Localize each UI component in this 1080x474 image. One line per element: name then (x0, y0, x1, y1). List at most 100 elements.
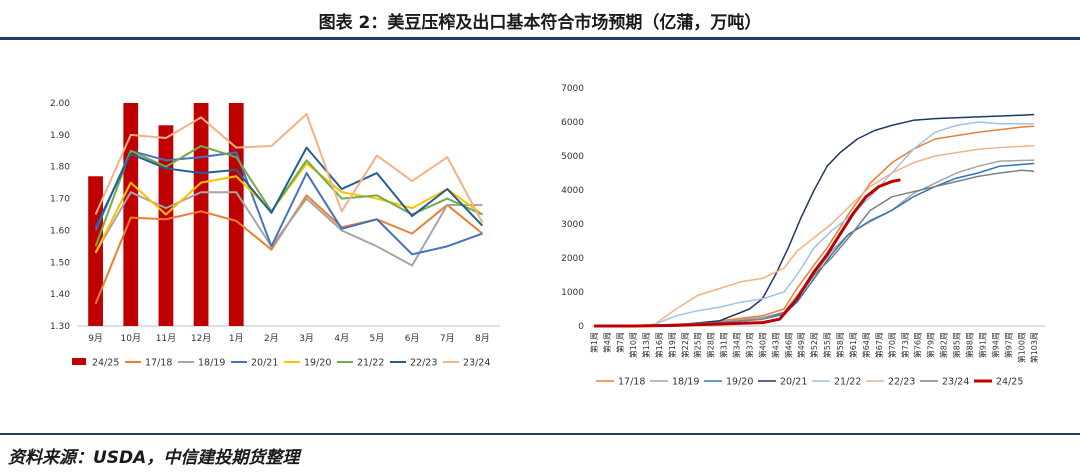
y-tick-label: 2.00 (50, 99, 70, 109)
y-tick-label: 4000 (561, 186, 584, 196)
source-note: 资料来源：USDA，中信建投期货整理 (8, 448, 300, 468)
x-tick-label: 第13周 (641, 332, 651, 358)
x-tick-label: 5月 (370, 333, 385, 344)
x-tick-label: 第7周 (615, 332, 625, 353)
y-tick-label: 3000 (561, 220, 584, 230)
x-tick-label: 第1周 (589, 332, 599, 353)
bar (158, 125, 174, 326)
x-tick-label: 第91周 (977, 332, 987, 358)
x-tick-label: 3月 (299, 333, 314, 344)
y-tick-label: 5000 (561, 152, 584, 162)
x-tick-label: 第70周 (887, 332, 897, 358)
x-tick-label: 第4周 (602, 332, 612, 353)
x-tick-label: 第67周 (874, 332, 884, 358)
series-line (94, 113, 484, 223)
x-tick-label: 第10周 (628, 332, 638, 358)
y-tick-label: 1.70 (50, 195, 70, 205)
y-tick-label: 2000 (561, 254, 584, 264)
y-tick-label: 1000 (561, 288, 584, 298)
top-rule (0, 37, 1080, 40)
y-tick-label: 1.90 (50, 131, 70, 141)
x-tick-label: 第73周 (900, 332, 910, 358)
legend-label: 20/21 (780, 377, 807, 388)
x-tick-label: 第43周 (770, 332, 780, 358)
x-tick-label: 第55周 (822, 332, 832, 358)
x-tick-label: 第22周 (680, 332, 690, 358)
bar (193, 103, 209, 326)
legend-label: 17/18 (145, 358, 172, 369)
series-line (94, 191, 483, 267)
legend-label: 17/18 (618, 377, 645, 388)
x-tick-label: 第19周 (667, 332, 677, 358)
series-line (94, 145, 483, 247)
y-tick-label: 7000 (561, 84, 584, 94)
x-tick-label: 第46周 (783, 332, 793, 358)
legend-label: 20/21 (251, 358, 278, 369)
x-tick-label: 1月 (229, 333, 244, 344)
bottom-rule (0, 433, 1080, 435)
legend-swatch (72, 358, 86, 365)
y-tick-label: 1.80 (50, 163, 70, 173)
legend-label: 24/25 (996, 377, 1023, 388)
x-tick-label: 第40周 (757, 332, 767, 358)
series-line (594, 162, 1035, 327)
y-tick-label: 1.50 (50, 258, 70, 268)
x-tick-label: 第49周 (796, 332, 806, 358)
x-tick-label: 第34周 (732, 332, 742, 358)
x-tick-label: 12月 (191, 333, 211, 344)
left-chart: 1.30 1.40 1.50 1.60 1.70 1.80 1.90 2.00 9月 10月 11月… (50, 99, 500, 369)
x-tick-label: 第100周 (1016, 332, 1026, 363)
x-tick-label: 10月 (121, 333, 141, 344)
x-tick-label: 第97周 (1003, 332, 1013, 358)
series-line (594, 113, 1035, 327)
legend-label: 18/19 (198, 358, 225, 369)
series-line (94, 149, 483, 256)
x-tick-label: 第25周 (693, 332, 703, 358)
x-tick-label: 第85周 (952, 332, 962, 358)
legend-label: 24/25 (92, 358, 119, 369)
x-tick-label: 第31周 (719, 332, 729, 358)
bar (228, 103, 244, 326)
x-tick-label: 4月 (334, 333, 349, 344)
series-line (594, 145, 1035, 327)
x-tick-label: 11月 (156, 333, 176, 344)
y-tick-label: 1.40 (50, 290, 70, 300)
legend-label: 21/22 (834, 377, 861, 388)
page-title: 图表 2：美豆压榨及出口基本符合市场预期（亿蒲，万吨） (318, 13, 762, 33)
legend-label: 18/19 (672, 377, 699, 388)
x-tick-label: 第52周 (809, 332, 819, 358)
legend-label: 23/24 (463, 358, 490, 369)
x-tick-label: 第16周 (654, 332, 664, 358)
legend-label: 23/24 (942, 377, 969, 388)
x-tick-label: 2月 (264, 333, 279, 344)
x-tick-label: 第61周 (848, 332, 858, 358)
series-line (594, 121, 1035, 327)
legend-label: 21/22 (357, 358, 384, 369)
series-line (594, 125, 1035, 327)
x-tick-label: 9月 (88, 333, 103, 344)
x-tick-label: 6月 (405, 333, 420, 344)
x-tick-label: 第64周 (861, 332, 871, 358)
legend-label: 19/20 (726, 377, 753, 388)
x-tick-label: 8月 (475, 333, 490, 344)
x-tick-label: 第58周 (835, 332, 845, 358)
y-tick-label: 1.30 (50, 322, 70, 332)
series-line (594, 159, 1035, 327)
x-tick-label: 第88周 (965, 332, 975, 358)
legend-label: 22/23 (410, 358, 437, 369)
series-line (594, 178, 901, 328)
y-tick-label: 0 (578, 322, 584, 332)
y-tick-label: 6000 (561, 118, 584, 128)
y-tick-label: 1.60 (50, 226, 70, 236)
x-tick-label: 第103周 (1029, 332, 1039, 363)
x-tick-label: 第76周 (913, 332, 923, 358)
x-tick-label: 第94周 (990, 332, 1000, 358)
x-tick-label: 第37周 (744, 332, 754, 358)
x-tick-label: 第82周 (939, 332, 949, 358)
x-tick-label: 第28周 (706, 332, 716, 358)
legend-label: 22/23 (888, 377, 915, 388)
x-tick-label: 第79周 (926, 332, 936, 358)
series-line (94, 146, 484, 228)
